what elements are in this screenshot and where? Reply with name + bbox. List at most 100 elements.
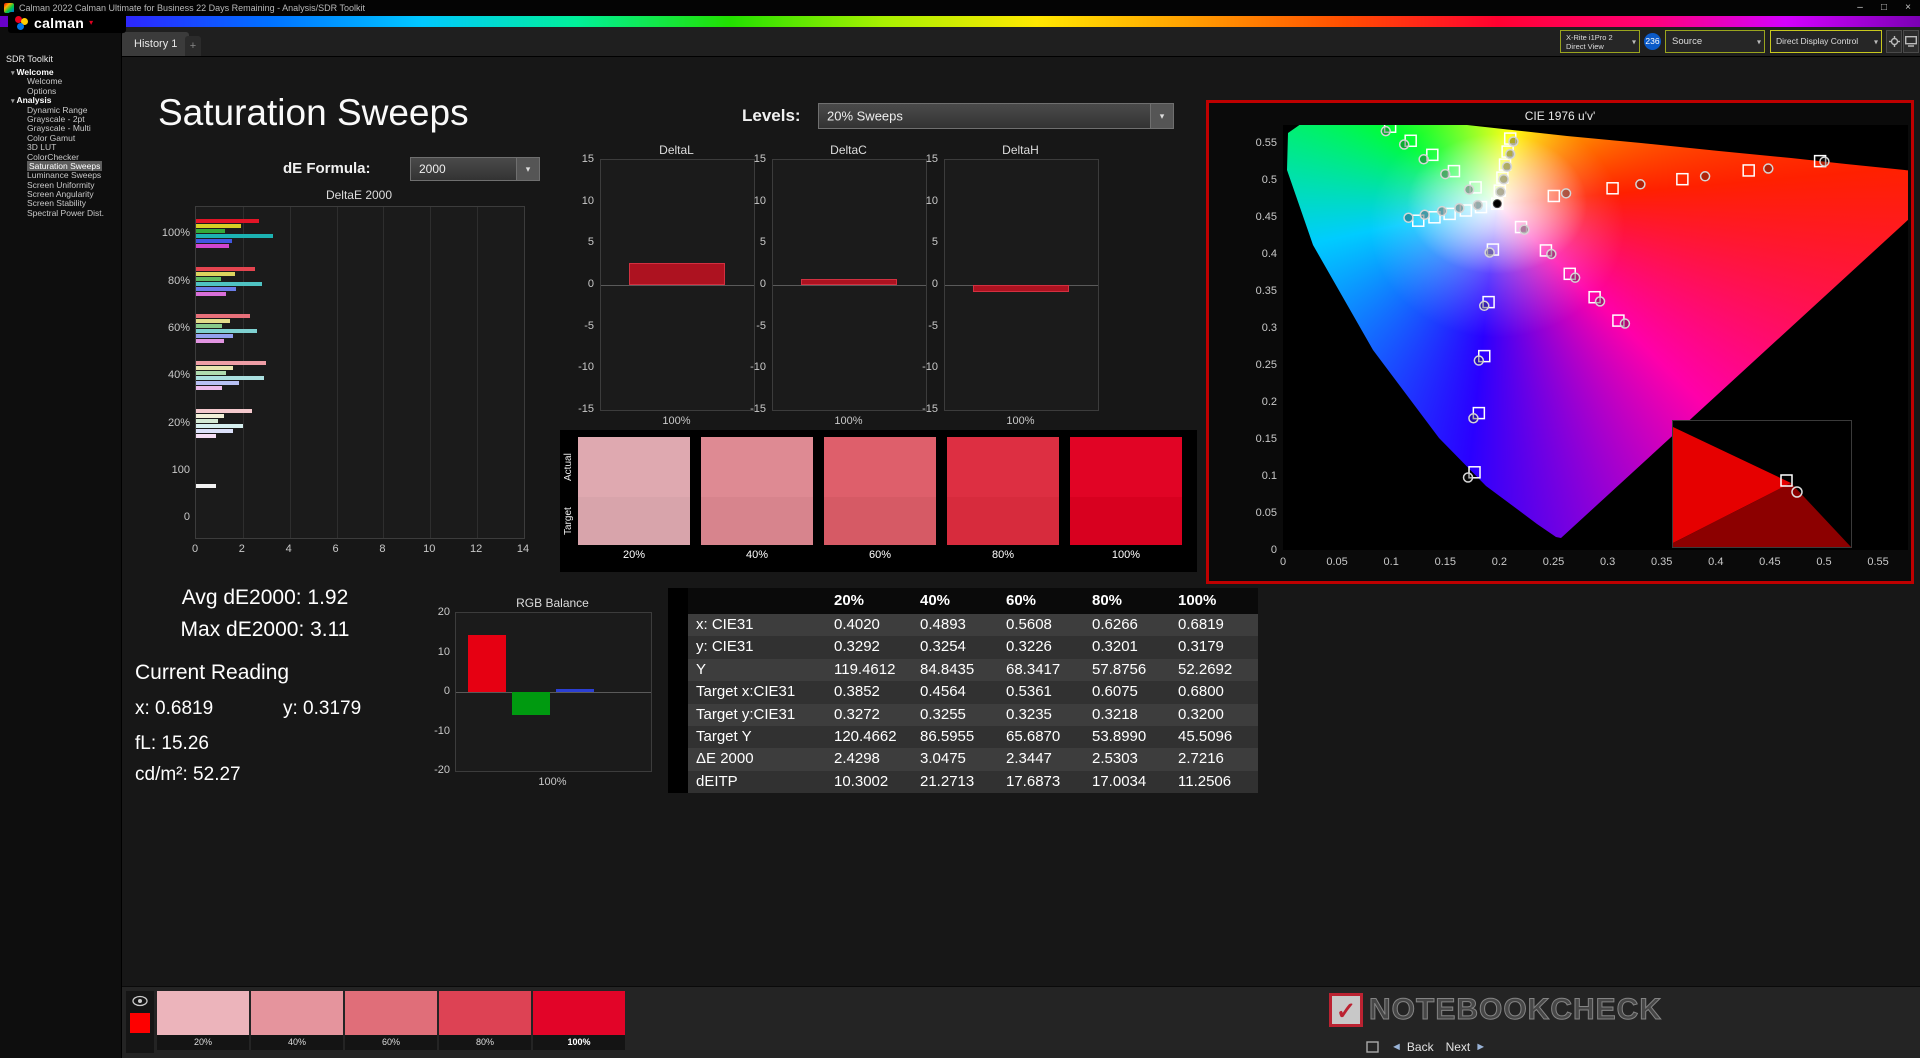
deltae-bar-20%-blue (196, 429, 234, 433)
sidebar-item-2-options[interactable]: Options (0, 85, 121, 96)
x-tick-label: 0 (191, 543, 199, 555)
sidebar-item-11-luminance-sweeps[interactable]: Luminance Sweeps (0, 171, 121, 180)
next-label: Next (1445, 1040, 1471, 1054)
bottom-swatch-80%[interactable]: 80% (439, 991, 531, 1050)
cie-measured-yellow-3 (1501, 161, 1513, 172)
notebookcheck-text: NOTEBOOKCHECK (1368, 993, 1663, 1027)
settings-button[interactable] (1886, 30, 1902, 53)
x-tick-label: 14 (516, 543, 530, 555)
display-button[interactable] (1903, 30, 1919, 53)
sidebar-item-9-colorchecker[interactable]: ColorChecker (0, 152, 121, 162)
cie-measured-magenta-3 (1569, 272, 1581, 283)
table-cell: 0.3292 (834, 638, 880, 656)
actual-patch-60% (824, 437, 936, 497)
table-cell: 0.6075 (1092, 683, 1138, 701)
cie-1976-panel[interactable]: CIE 1976 u'v' 0 0.05 0.1 0.15 0.2 0.25 0.3 0.35… (1206, 100, 1914, 584)
x-tick-label: 2 (238, 543, 245, 555)
sidebar-item-label: Welcome (27, 76, 63, 87)
sidebar-item-label: Screen Stability (27, 198, 87, 209)
meter-select[interactable]: X-Rite i1Pro 2 Direct View ▾ (1560, 30, 1640, 53)
cie-measured-green-4 (1398, 139, 1410, 150)
swatch-label: 40% (251, 1035, 343, 1050)
table-row: y: CIE31 0.3292 0.3254 0.3226 0.3201 0.3179 (668, 636, 1258, 659)
cie-target-red-2 (1606, 182, 1619, 195)
cie-x-tick-label: 0.4 (1708, 556, 1724, 568)
y-tick-label: -5 (756, 319, 766, 332)
sidebar-item-label: Grayscale - 2pt (27, 113, 85, 124)
cie-x-tick-label: 0.45 (1759, 556, 1781, 568)
display-control-select[interactable]: Direct Display Control ▾ (1770, 30, 1882, 53)
de-formula-select[interactable]: 2000 ▾ (410, 157, 540, 181)
y-tick-label: -10 (578, 361, 594, 374)
window-mode-icon[interactable] (1366, 1041, 1379, 1053)
cie-measured-blue-5 (1462, 472, 1474, 483)
sidebar-item-13-screen-angularity[interactable]: Screen Angularity (0, 189, 121, 199)
cie-x-tick-label: 0.55 (1867, 556, 1889, 568)
table-cell: 0.3235 (1006, 705, 1052, 723)
cie-whitepoint-target (1490, 197, 1504, 210)
y-tick-label: -15 (578, 403, 594, 415)
next-button[interactable]: Next ► (1446, 1040, 1487, 1054)
sidebar-item-0-welcome[interactable]: Welcome (0, 67, 121, 77)
y-tick-label: 15 (753, 153, 766, 165)
sidebar-item-15-spectral-power-dist-[interactable]: Spectral Power Dist. (0, 208, 121, 218)
maximize-button[interactable]: □ (1880, 2, 1888, 13)
bottom-swatch-100%[interactable]: 100% (533, 991, 625, 1050)
new-tab-button[interactable]: + (185, 36, 201, 56)
deltaH-bar (973, 285, 1069, 293)
source-select[interactable]: Source ▾ (1665, 30, 1765, 53)
cie-y-tick-label: 0.05 (1255, 507, 1277, 519)
bottom-swatch-20%[interactable]: 20% (157, 991, 249, 1050)
chevron-down-icon: ▾ (1873, 37, 1878, 46)
levels-select[interactable]: 20% Sweeps ▾ (818, 103, 1174, 129)
deltae-bar-100%-magenta (196, 244, 229, 248)
table-cell: 17.6873 (1006, 772, 1061, 790)
current-fl-value: fL: 15.26 (135, 733, 209, 754)
window-title: Calman 2022 Calman Ultimate for Business… (19, 3, 365, 13)
y-tick-label: -5 (928, 319, 938, 332)
close-button[interactable]: × (1905, 2, 1911, 13)
sidebar-item-label: Options (27, 85, 57, 96)
x-axis-label: 100% (834, 415, 863, 427)
back-button[interactable]: ◄ Back (1391, 1040, 1434, 1054)
patch-column-60%: 60% (824, 437, 936, 565)
y-tick-label: 0 (931, 278, 938, 290)
sidebar-item-6-grayscale-multi[interactable]: Grayscale - Multi (0, 124, 121, 133)
logo-caret-icon[interactable]: ▾ (89, 18, 94, 27)
zero-line (456, 692, 651, 693)
cie-measured-cyan-3 (1436, 205, 1448, 217)
minimize-button[interactable]: – (1857, 2, 1863, 13)
sidebar-item-label: Dynamic Range (27, 104, 88, 115)
sidebar-item-1-welcome[interactable]: Welcome (0, 77, 121, 86)
y-tick-label: 5 (759, 236, 766, 249)
table-cell: 2.4298 (834, 750, 880, 768)
delta-l-chart: DeltaL 100% 15 10 5 0 -5 -10 -15 (578, 143, 755, 438)
cie-target-green-1 (1469, 181, 1482, 194)
cie-x-tick-label: 0.25 (1542, 556, 1565, 568)
bottom-swatch-40%[interactable]: 40% (251, 991, 343, 1050)
tab-history-1[interactable]: History 1 (122, 32, 190, 56)
sidebar: SDR Toolkit WelcomeWelcomeOptionsAnalysi… (0, 27, 122, 1058)
notebookcheck-watermark: ✓ NOTEBOOKCHECK (1329, 993, 1662, 1027)
sidebar-item-5-grayscale-2pt[interactable]: Grayscale - 2pt (0, 113, 121, 124)
sidebar-item-4-dynamic-range[interactable]: Dynamic Range (0, 104, 121, 115)
table-cell: 17.0034 (1092, 772, 1147, 790)
deltae-bar-40%-yellow (196, 366, 234, 370)
y-tick-label: 10 (753, 194, 766, 207)
cie-measured-magenta-2 (1546, 248, 1557, 260)
table-cell: 11.2506 (1178, 772, 1232, 790)
table-row-strip (668, 770, 688, 794)
target-patch-20% (578, 497, 690, 545)
sidebar-item-10-saturation-sweeps[interactable]: Saturation Sweeps (0, 160, 121, 171)
sidebar-item-7-color-gamut[interactable]: Color Gamut (0, 133, 121, 143)
x-tick-label: 8 (379, 543, 386, 555)
target-patch-40% (701, 497, 813, 545)
sidebar-item-8-3d-lut[interactable]: 3D LUT (0, 142, 121, 152)
bottom-swatch-60%[interactable]: 60% (345, 991, 437, 1050)
y-tick-label: -10 (434, 724, 450, 737)
sidebar-item-12-screen-uniformity[interactable]: Screen Uniformity (0, 180, 121, 190)
sidebar-item-14-screen-stability[interactable]: Screen Stability (0, 199, 121, 208)
deltae-bar-20%-yellow (196, 414, 225, 418)
sidebar-item-label: Welcome (16, 67, 54, 77)
sidebar-item-3-analysis[interactable]: Analysis (0, 95, 121, 105)
